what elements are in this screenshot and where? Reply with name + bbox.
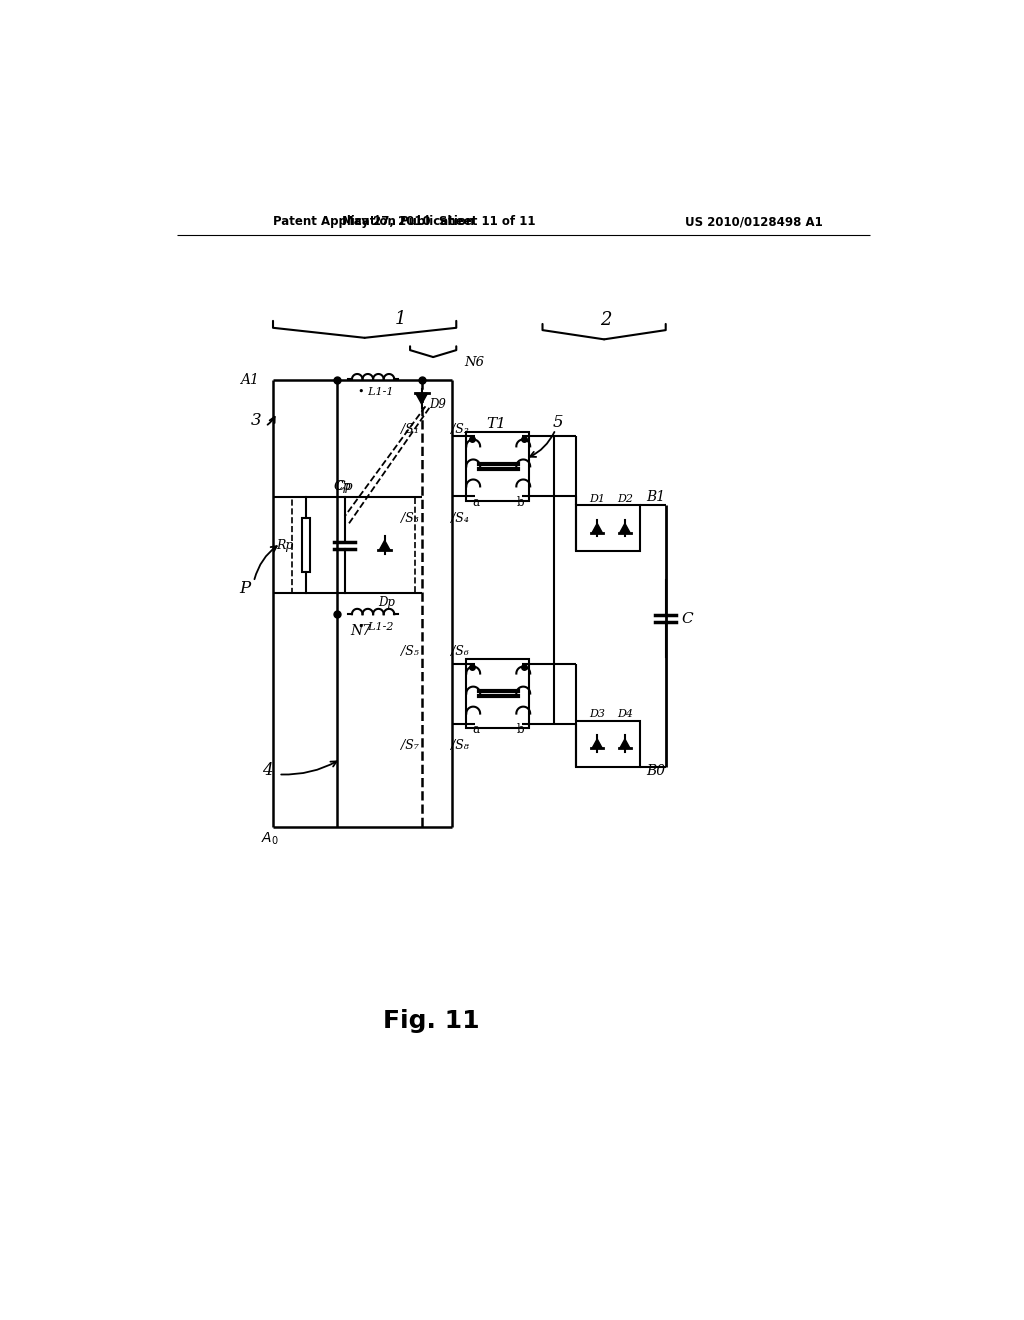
Text: /S₅: /S₅	[401, 644, 419, 657]
Polygon shape	[620, 739, 630, 748]
Text: N7: N7	[351, 624, 372, 638]
Text: 4: 4	[262, 762, 273, 779]
Text: /S₄: /S₄	[451, 512, 469, 525]
Polygon shape	[416, 393, 428, 404]
Text: A1: A1	[241, 374, 259, 387]
Text: May 27, 2010  Sheet 11 of 11: May 27, 2010 Sheet 11 of 11	[342, 215, 536, 228]
Text: /S₂: /S₂	[451, 422, 469, 436]
Polygon shape	[620, 524, 630, 533]
Text: C: C	[681, 612, 692, 626]
Text: D4: D4	[616, 709, 633, 719]
Text: /S₈: /S₈	[451, 739, 469, 751]
Text: Cp: Cp	[336, 480, 353, 492]
Text: D9: D9	[429, 399, 446, 412]
Text: /S₇: /S₇	[401, 739, 419, 751]
Text: N6: N6	[464, 356, 484, 370]
Text: a: a	[473, 723, 480, 737]
Text: B1: B1	[646, 490, 666, 504]
Bar	[575, 506, 640, 552]
Text: US 2010/0128498 A1: US 2010/0128498 A1	[685, 215, 822, 228]
Bar	[466, 432, 528, 502]
Text: D3: D3	[589, 709, 605, 719]
Text: D2: D2	[616, 494, 633, 504]
Text: B0: B0	[646, 763, 666, 777]
Polygon shape	[592, 524, 602, 533]
Text: Fig. 11: Fig. 11	[383, 1008, 479, 1032]
Bar	[575, 721, 640, 767]
Bar	[466, 659, 528, 729]
Text: Dp: Dp	[378, 597, 394, 610]
Text: b: b	[516, 496, 524, 510]
Polygon shape	[592, 739, 602, 748]
Text: a: a	[473, 496, 480, 510]
Text: $A_0$: $A_0$	[261, 830, 280, 846]
Text: • L1-1: • L1-1	[357, 388, 393, 397]
Bar	[292, 498, 416, 594]
Text: 5: 5	[553, 414, 563, 432]
Text: 1: 1	[394, 310, 406, 327]
Text: /S₆: /S₆	[451, 644, 469, 657]
Text: /S₁: /S₁	[401, 422, 419, 436]
Bar	[302, 519, 310, 573]
Text: D1: D1	[589, 494, 605, 504]
Text: b: b	[516, 723, 524, 737]
Text: Rp: Rp	[276, 539, 294, 552]
Text: P: P	[239, 579, 250, 597]
Text: /S₃: /S₃	[401, 512, 419, 525]
Text: 3: 3	[251, 412, 261, 429]
Polygon shape	[379, 540, 390, 550]
Text: Patent Application Publication: Patent Application Publication	[273, 215, 474, 228]
Text: T1: T1	[486, 417, 506, 432]
Text: 2: 2	[600, 312, 611, 329]
Text: • L1-2: • L1-2	[357, 622, 393, 631]
Text: Cp: Cp	[334, 480, 351, 492]
